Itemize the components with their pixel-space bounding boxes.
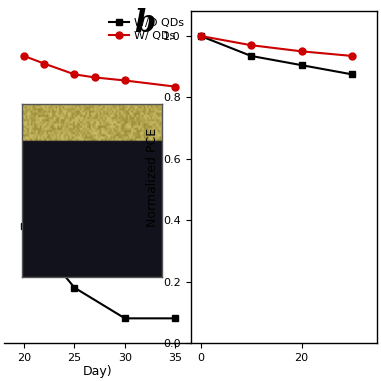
Y-axis label: Normalized PCE: Normalized PCE — [146, 128, 159, 227]
W/O QDs — [72, 285, 77, 290]
Text: b: b — [134, 8, 156, 39]
W/ QDs — [42, 61, 46, 66]
W/ QDs — [22, 54, 26, 58]
W/ QDs — [123, 78, 127, 83]
Line: W/ QDs: W/ QDs — [21, 53, 179, 90]
Line: W/O QDs: W/O QDs — [21, 223, 179, 322]
W/ QDs — [92, 75, 97, 80]
X-axis label: Day): Day) — [82, 365, 112, 378]
W/ QDs — [72, 72, 77, 77]
W/ QDs — [173, 84, 178, 89]
W/O QDs — [22, 224, 26, 229]
Legend: W/O QDs, W/ QDs: W/O QDs, W/ QDs — [108, 17, 185, 42]
W/O QDs — [173, 316, 178, 321]
W/O QDs — [123, 316, 127, 321]
